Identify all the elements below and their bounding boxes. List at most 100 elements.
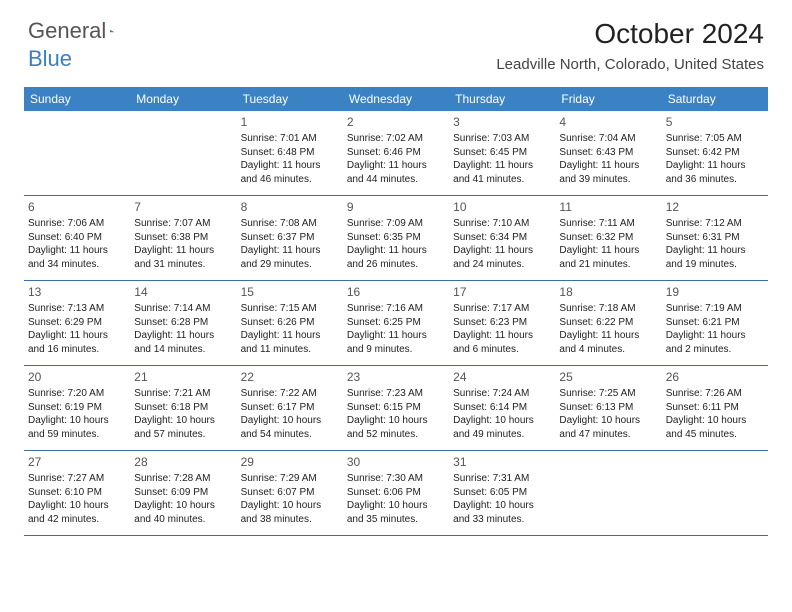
day-cell: 22Sunrise: 7:22 AMSunset: 6:17 PMDayligh…: [237, 366, 343, 450]
day-number: 25: [559, 369, 657, 385]
sunset-line: Sunset: 6:42 PM: [666, 146, 764, 160]
day-cell: 1 Sunrise: 7:01 AMSunset: 6:48 PMDaylight…: [237, 111, 343, 195]
day-cell: 25Sunrise: 7:25 AMSunset: 6:13 PMDayligh…: [555, 366, 661, 450]
logo-text-blue: Blue: [28, 46, 72, 71]
sunset-line: Sunset: 6:19 PM: [28, 401, 126, 415]
day-number: 18: [559, 284, 657, 300]
day-number: 19: [666, 284, 764, 300]
sunrise-line: Sunrise: 7:13 AM: [28, 302, 126, 316]
sunrise-line: Sunrise: 7:02 AM: [347, 132, 445, 146]
sunset-line: Sunset: 6:23 PM: [453, 316, 551, 330]
sunset-line: Sunset: 6:48 PM: [241, 146, 339, 160]
day-cell: 29Sunrise: 7:29 AMSunset: 6:07 PMDayligh…: [237, 451, 343, 535]
day-header: Saturday: [662, 87, 768, 111]
sunrise-line: Sunrise: 7:09 AM: [347, 217, 445, 231]
day-number: 10: [453, 199, 551, 215]
sunrise-line: Sunrise: 7:04 AM: [559, 132, 657, 146]
sunrise-line: Sunrise: 7:12 AM: [666, 217, 764, 231]
sunrise-line: Sunrise: 7:26 AM: [666, 387, 764, 401]
daylight-line: Daylight: 11 hours and 19 minutes.: [666, 244, 764, 271]
sunrise-line: Sunrise: 7:01 AM: [241, 132, 339, 146]
day-cell: 27Sunrise: 7:27 AMSunset: 6:10 PMDayligh…: [24, 451, 130, 535]
sunrise-line: Sunrise: 7:05 AM: [666, 132, 764, 146]
day-number: 28: [134, 454, 232, 470]
sunset-line: Sunset: 6:14 PM: [453, 401, 551, 415]
day-header-row: SundayMondayTuesdayWednesdayThursdayFrid…: [24, 87, 768, 111]
sunset-line: Sunset: 6:15 PM: [347, 401, 445, 415]
daylight-line: Daylight: 10 hours and 57 minutes.: [134, 414, 232, 441]
day-cell: 20Sunrise: 7:20 AMSunset: 6:19 PMDayligh…: [24, 366, 130, 450]
day-number: 7: [134, 199, 232, 215]
sunset-line: Sunset: 6:11 PM: [666, 401, 764, 415]
daylight-line: Daylight: 11 hours and 46 minutes.: [241, 159, 339, 186]
day-number: 14: [134, 284, 232, 300]
daylight-line: Daylight: 11 hours and 36 minutes.: [666, 159, 764, 186]
sunset-line: Sunset: 6:07 PM: [241, 486, 339, 500]
daylight-line: Daylight: 11 hours and 26 minutes.: [347, 244, 445, 271]
day-cell: [130, 111, 236, 195]
day-number: 17: [453, 284, 551, 300]
sunrise-line: Sunrise: 7:27 AM: [28, 472, 126, 486]
day-cell: 19Sunrise: 7:19 AMSunset: 6:21 PMDayligh…: [662, 281, 768, 365]
daylight-line: Daylight: 10 hours and 59 minutes.: [28, 414, 126, 441]
sunrise-line: Sunrise: 7:17 AM: [453, 302, 551, 316]
header: General October 2024 Leadville North, Co…: [0, 0, 792, 81]
daylight-line: Daylight: 10 hours and 52 minutes.: [347, 414, 445, 441]
calendar: SundayMondayTuesdayWednesdayThursdayFrid…: [0, 87, 792, 536]
day-cell: 3Sunrise: 7:03 AMSunset: 6:45 PMDaylight…: [449, 111, 555, 195]
sunset-line: Sunset: 6:18 PM: [134, 401, 232, 415]
sunrise-line: Sunrise: 7:21 AM: [134, 387, 232, 401]
daylight-line: Daylight: 11 hours and 41 minutes.: [453, 159, 551, 186]
sunset-line: Sunset: 6:17 PM: [241, 401, 339, 415]
day-cell: 23Sunrise: 7:23 AMSunset: 6:15 PMDayligh…: [343, 366, 449, 450]
day-header: Monday: [130, 87, 236, 111]
sunset-line: Sunset: 6:05 PM: [453, 486, 551, 500]
day-number: 20: [28, 369, 126, 385]
daylight-line: Daylight: 10 hours and 49 minutes.: [453, 414, 551, 441]
day-number: 8: [241, 199, 339, 215]
daylight-line: Daylight: 11 hours and 44 minutes.: [347, 159, 445, 186]
sunset-line: Sunset: 6:26 PM: [241, 316, 339, 330]
daylight-line: Daylight: 11 hours and 31 minutes.: [134, 244, 232, 271]
day-cell: 8Sunrise: 7:08 AMSunset: 6:37 PMDaylight…: [237, 196, 343, 280]
sunset-line: Sunset: 6:46 PM: [347, 146, 445, 160]
day-cell: 4Sunrise: 7:04 AMSunset: 6:43 PMDaylight…: [555, 111, 661, 195]
sunrise-line: Sunrise: 7:22 AM: [241, 387, 339, 401]
daylight-line: Daylight: 11 hours and 6 minutes.: [453, 329, 551, 356]
day-cell: 30Sunrise: 7:30 AMSunset: 6:06 PMDayligh…: [343, 451, 449, 535]
daylight-line: Daylight: 10 hours and 47 minutes.: [559, 414, 657, 441]
day-header: Wednesday: [343, 87, 449, 111]
logo-triangle-icon: [110, 21, 114, 41]
day-number: 3: [453, 114, 551, 130]
sunset-line: Sunset: 6:40 PM: [28, 231, 126, 245]
sunset-line: Sunset: 6:38 PM: [134, 231, 232, 245]
day-header: Sunday: [24, 87, 130, 111]
daylight-line: Daylight: 11 hours and 24 minutes.: [453, 244, 551, 271]
day-number: 1: [241, 114, 339, 130]
daylight-line: Daylight: 10 hours and 54 minutes.: [241, 414, 339, 441]
day-number: 6: [28, 199, 126, 215]
week-row: 27 Sunrise: 7:27 AMSunset: 6:10 PM Dayligh…: [24, 451, 768, 536]
day-number: 26: [666, 369, 764, 385]
daylight-line: Daylight: 10 hours and 40 minutes.: [134, 499, 232, 526]
day-cell: 7Sunrise: 7:07 AMSunset: 6:38 PMDaylight…: [130, 196, 236, 280]
day-number: 27: [28, 454, 126, 470]
sunset-line: Sunset: 6:43 PM: [559, 146, 657, 160]
daylight-line: Daylight: 11 hours and 21 minutes.: [559, 244, 657, 271]
sunrise-line: Sunrise: 7:10 AM: [453, 217, 551, 231]
sunset-line: Sunset: 6:10 PM: [28, 486, 126, 500]
sunrise-line: Sunrise: 7:11 AM: [559, 217, 657, 231]
day-number: 16: [347, 284, 445, 300]
day-cell: 16Sunrise: 7:16 AMSunset: 6:25 PMDayligh…: [343, 281, 449, 365]
day-header: Tuesday: [237, 87, 343, 111]
day-cell: 10Sunrise: 7:10 AMSunset: 6:34 PMDayligh…: [449, 196, 555, 280]
sunset-line: Sunset: 6:09 PM: [134, 486, 232, 500]
sunrise-line: Sunrise: 7:29 AM: [241, 472, 339, 486]
day-header: Thursday: [449, 87, 555, 111]
day-number: 2: [347, 114, 445, 130]
sunrise-line: Sunrise: 7:31 AM: [453, 472, 551, 486]
day-cell: 5Sunrise: 7:05 AMSunset: 6:42 PMDaylight…: [662, 111, 768, 195]
daylight-line: Daylight: 10 hours and 38 minutes.: [241, 499, 339, 526]
day-cell: 24Sunrise: 7:24 AMSunset: 6:14 PMDayligh…: [449, 366, 555, 450]
sunset-line: Sunset: 6:22 PM: [559, 316, 657, 330]
